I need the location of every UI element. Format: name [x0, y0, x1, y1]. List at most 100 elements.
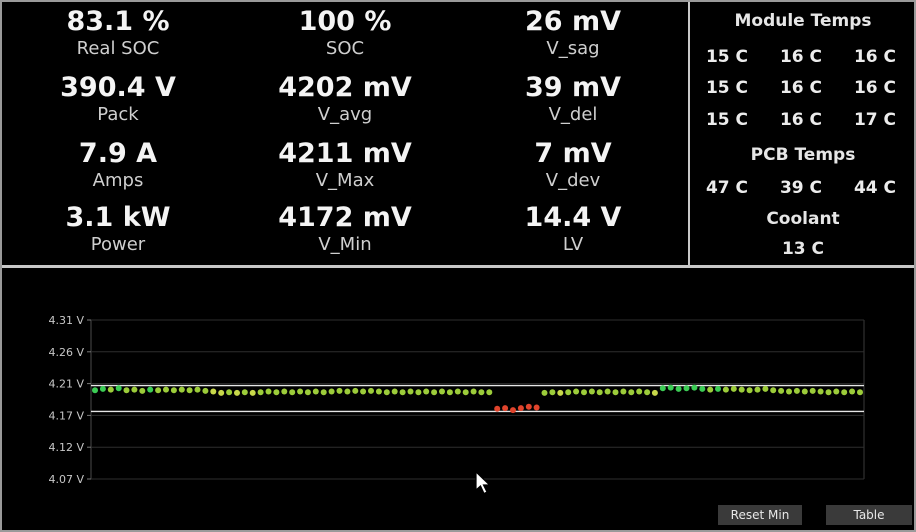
cell-voltage-point [762, 385, 769, 392]
amps-metric: 7.9 A Amps [8, 138, 228, 192]
cell-voltage-point [644, 389, 651, 396]
cell-voltage-point [391, 388, 398, 395]
cell-voltage-point [218, 389, 225, 396]
cell-voltage-point [368, 387, 374, 394]
cell-voltage-chart-svg: 4.31 V 4.26 V 4.21 V 4.17 V 4.12 V 4.07 V [48, 314, 865, 486]
cell-voltage-point [809, 387, 816, 394]
cell-voltage-point [312, 388, 319, 395]
cell-voltage-point [699, 385, 706, 392]
y-tick-label: 4.17 V [48, 409, 84, 422]
v-avg-metric: 4202 mV V_avg [235, 72, 455, 126]
cell-voltage-point [297, 388, 304, 395]
module-temp: 15 C [705, 47, 749, 67]
amps-label: Amps [92, 170, 144, 191]
cell-voltage-point [636, 388, 643, 395]
cell-voltage-point [407, 388, 414, 395]
table-button[interactable]: Table [826, 505, 912, 525]
lv-value: 14.4 V [524, 202, 622, 233]
cell-voltage-point [115, 385, 122, 392]
y-tick-label: 4.07 V [48, 473, 84, 486]
cell-voltage-point [131, 386, 138, 393]
cell-voltage-point [155, 387, 162, 394]
module-temp: 17 C [853, 110, 897, 130]
y-tick-label: 4.21 V [48, 378, 84, 391]
temperatures-panel: Module Temps 15 C 16 C 16 C 15 C 16 C 16… [688, 2, 914, 266]
pcb-temp: 44 C [853, 178, 897, 198]
cell-voltage-point [226, 389, 233, 396]
cell-voltage-point [202, 387, 209, 394]
cell-voltage-point [754, 386, 761, 393]
coolant-temp: 13 C [781, 239, 825, 259]
v-min-label: V_Min [318, 234, 372, 255]
v-del-metric: 39 mV V_del [463, 72, 683, 126]
cell-voltage-point [620, 388, 627, 395]
cell-voltage-point [738, 386, 745, 393]
cell-voltage-point [557, 389, 564, 396]
v-max-label: V_Max [315, 170, 375, 191]
cell-voltage-point [178, 386, 185, 393]
v-dev-label: V_dev [545, 170, 601, 191]
cell-voltage-point [770, 387, 777, 394]
cell-voltage-point [841, 389, 848, 396]
module-temp: 15 C [705, 110, 749, 130]
cell-voltage-point [399, 389, 406, 396]
pcb-temp: 47 C [705, 178, 749, 198]
cell-voltage-point [825, 389, 832, 396]
reset-min-button[interactable]: Reset Min [718, 505, 802, 525]
cell-voltage-point [786, 388, 792, 395]
cell-voltage-point [328, 388, 335, 395]
lv-label: LV [562, 234, 584, 255]
cell-voltage-point [336, 387, 343, 394]
v-del-label: V_del [548, 104, 598, 125]
cell-voltage-point [423, 388, 430, 395]
v-max-value: 4211 mV [278, 138, 412, 169]
cell-points [92, 384, 863, 414]
cell-voltage-point [241, 389, 248, 396]
cell-voltage-point [265, 388, 272, 395]
metrics-panel: 83.1 % Real SOC 100 % SOC 26 mV V_sag 39… [2, 2, 688, 266]
cell-voltage-point [533, 404, 540, 411]
cell-voltage-point [612, 389, 619, 396]
v-avg-value: 4202 mV [278, 72, 412, 103]
cell-voltage-point [715, 385, 721, 392]
cell-voltage-point [849, 388, 856, 395]
cell-voltage-point [573, 388, 580, 395]
cell-voltage-point [746, 387, 753, 394]
cell-voltage-point [651, 389, 658, 396]
cell-voltage-point [857, 389, 863, 396]
cell-voltage-point [478, 389, 485, 396]
cell-voltage-point [722, 386, 729, 393]
v-del-value: 39 mV [524, 72, 621, 103]
coolant-title: Coolant [766, 209, 840, 229]
cell-voltage-point [99, 385, 106, 392]
cell-voltage-point [170, 387, 177, 394]
cell-voltage-point [588, 388, 595, 395]
cell-voltage-point [549, 389, 556, 396]
pack-label: Pack [97, 104, 139, 125]
cell-voltage-point [667, 384, 674, 391]
y-tick-label: 4.31 V [48, 314, 84, 327]
cell-voltage-point [470, 388, 477, 395]
v-avg-label: V_avg [317, 104, 373, 125]
real-soc-metric: 83.1 % Real SOC [8, 6, 228, 60]
cell-voltage-point [352, 387, 359, 394]
cell-voltage-point [817, 388, 824, 395]
power-value: 3.1 kW [65, 202, 171, 233]
cell-voltage-point [541, 389, 548, 396]
power-metric: 3.1 kW Power [8, 202, 228, 256]
pack-metric: 390.4 V Pack [8, 72, 228, 126]
cell-voltage-point [801, 388, 808, 395]
cell-voltage-point [431, 389, 438, 396]
v-max-metric: 4211 mV V_Max [235, 138, 455, 192]
cell-voltage-point [92, 387, 98, 394]
cell-voltage-point [257, 389, 264, 396]
lv-metric: 14.4 V LV [463, 202, 683, 256]
mouse-cursor-icon [475, 471, 491, 495]
cell-voltage-point [494, 405, 501, 412]
cell-voltage-point [139, 387, 146, 394]
cell-voltage-point [691, 384, 698, 391]
cell-voltage-point [462, 389, 469, 396]
pcb-temp: 39 C [779, 178, 823, 198]
cell-voltage-point [304, 389, 311, 396]
v-sag-label: V_sag [546, 38, 600, 59]
